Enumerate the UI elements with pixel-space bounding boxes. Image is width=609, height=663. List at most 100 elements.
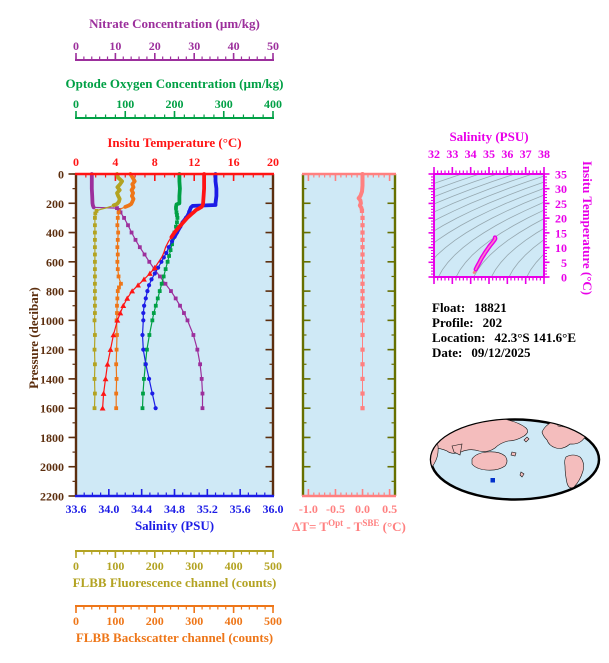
data-marker bbox=[115, 311, 119, 315]
pressure-tick-label: 1000 bbox=[40, 314, 64, 328]
data-marker bbox=[92, 318, 97, 323]
delta-plot-area bbox=[303, 174, 395, 496]
ts-x-axis-tick-label: 38 bbox=[538, 147, 550, 161]
temperature-axis-tick-label: 20 bbox=[267, 155, 279, 169]
data-marker bbox=[146, 376, 152, 382]
temperature-axis-tick-label: 4 bbox=[112, 155, 118, 169]
nitrate-axis-tick-label: 50 bbox=[267, 39, 279, 53]
data-marker bbox=[360, 391, 365, 396]
float-position-marker bbox=[490, 478, 495, 483]
pressure-tick-label: 2000 bbox=[40, 460, 64, 474]
nitrate-axis-title: Nitrate Concentration (µm/kg) bbox=[89, 16, 260, 31]
data-marker bbox=[145, 288, 150, 294]
data-marker bbox=[142, 252, 147, 257]
data-marker bbox=[117, 207, 121, 212]
oxygen-axis-title: Optode Oxygen Concentration (µm/kg) bbox=[65, 76, 283, 91]
map-south-america bbox=[564, 454, 584, 489]
data-marker bbox=[174, 224, 178, 229]
oxygen-axis-tick-label: 400 bbox=[264, 97, 282, 111]
data-marker bbox=[360, 252, 365, 257]
backscatter-axis-tick-label: 300 bbox=[185, 614, 203, 628]
data-marker bbox=[360, 274, 365, 279]
data-marker bbox=[114, 362, 119, 367]
temperature-axis-title: Insitu Temperature (°C) bbox=[107, 135, 241, 150]
data-marker bbox=[114, 317, 121, 323]
fluorescence-axis-tick-label: 500 bbox=[264, 559, 282, 573]
data-marker bbox=[200, 391, 205, 396]
location-line: Location: 42.3°S 141.6°E bbox=[432, 330, 576, 345]
data-marker bbox=[185, 318, 190, 323]
profile-number-line: Profile: 202 bbox=[432, 315, 502, 330]
ts-temperature-tick-label: 10 bbox=[555, 241, 567, 255]
data-marker bbox=[119, 281, 123, 286]
data-marker bbox=[360, 376, 365, 382]
data-marker bbox=[163, 267, 168, 272]
data-marker bbox=[141, 310, 146, 316]
data-marker bbox=[143, 296, 148, 301]
oxygen-axis-tick-label: 0 bbox=[73, 97, 79, 111]
data-marker bbox=[174, 210, 179, 215]
map-indonesia bbox=[510, 451, 517, 457]
fluorescence-axis-tick-label: 100 bbox=[106, 559, 124, 573]
nitrate-axis-tick-label: 40 bbox=[228, 39, 240, 53]
data-marker bbox=[360, 223, 365, 228]
data-marker bbox=[137, 245, 142, 250]
data-marker bbox=[152, 271, 157, 276]
nitrate-axis-tick-label: 30 bbox=[188, 39, 200, 53]
data-marker bbox=[195, 347, 200, 352]
float-id-line: Float: 18821 bbox=[432, 300, 507, 315]
isopycnal-contour bbox=[508, 239, 544, 277]
series-oxygen-thick bbox=[174, 172, 182, 212]
data-marker bbox=[163, 281, 168, 286]
data-marker bbox=[360, 288, 365, 294]
data-marker bbox=[360, 362, 365, 367]
data-marker bbox=[175, 216, 180, 220]
data-marker bbox=[115, 296, 120, 301]
isopycnal-contour bbox=[543, 276, 544, 277]
data-marker bbox=[360, 303, 365, 308]
data-marker bbox=[173, 296, 178, 301]
data-marker bbox=[93, 267, 97, 272]
data-marker bbox=[92, 377, 97, 381]
data-marker bbox=[102, 376, 109, 382]
ts-x-axis-tick-label: 33 bbox=[446, 147, 458, 161]
data-marker bbox=[93, 296, 97, 301]
data-marker bbox=[159, 281, 164, 286]
delta-axis-tick-label: 0.0 bbox=[355, 502, 370, 516]
data-marker bbox=[199, 377, 204, 381]
isopycnal-contour bbox=[491, 228, 544, 277]
data-marker bbox=[153, 303, 158, 308]
ts-isopycnals bbox=[434, 174, 544, 277]
world-map bbox=[429, 418, 601, 501]
data-marker bbox=[150, 391, 155, 396]
map-new-zealand bbox=[519, 471, 525, 478]
data-marker bbox=[92, 406, 97, 411]
data-marker bbox=[116, 274, 121, 279]
data-marker bbox=[161, 274, 166, 279]
data-marker bbox=[147, 259, 152, 264]
data-marker bbox=[115, 267, 120, 272]
data-marker bbox=[93, 230, 97, 235]
data-marker bbox=[100, 390, 107, 396]
ts-temperature-tick-label: 20 bbox=[555, 212, 567, 226]
ts-temperature-tick-label: 5 bbox=[561, 256, 567, 270]
data-marker bbox=[93, 245, 97, 250]
backscatter-axis-tick-label: 400 bbox=[225, 614, 243, 628]
data-marker bbox=[93, 281, 97, 286]
nitrate-axis-tick-label: 0 bbox=[73, 39, 79, 53]
ts-curve-inner bbox=[474, 236, 497, 271]
data-marker bbox=[360, 406, 365, 411]
data-marker bbox=[359, 208, 365, 213]
data-marker bbox=[168, 248, 173, 253]
fluorescence-axis-tick-label: 300 bbox=[185, 559, 203, 573]
data-marker bbox=[114, 377, 119, 381]
data-marker bbox=[115, 206, 119, 211]
isopycnal-contour bbox=[434, 175, 544, 222]
salinity-axis-title: Salinity (PSU) bbox=[135, 518, 214, 533]
isopycnal-contour bbox=[473, 218, 544, 277]
pressure-axis-title: Pressure (decibar) bbox=[26, 287, 41, 389]
data-marker bbox=[115, 223, 120, 228]
data-marker bbox=[360, 296, 365, 301]
data-marker bbox=[198, 362, 203, 367]
